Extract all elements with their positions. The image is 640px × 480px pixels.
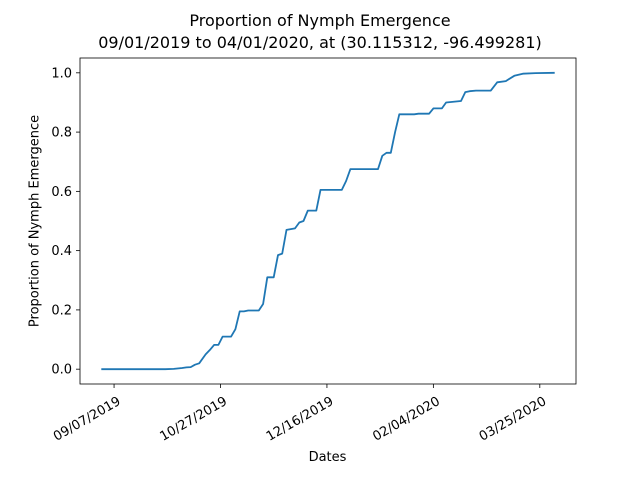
line-layer [101, 71, 555, 371]
x-tick-label: 03/25/2020 [477, 394, 549, 444]
series-line-0 [101, 71, 555, 371]
y-axis-ticks: 0.0 0.2 0.4 0.6 0.8 1.0 [51, 66, 80, 378]
y-tick-label: 0.6 [51, 185, 72, 200]
y-tick-label: 0.4 [51, 244, 72, 259]
x-axis-label: Dates [308, 450, 347, 465]
y-tick-label: 0.8 [51, 126, 72, 141]
y-tick-label: 0.0 [51, 363, 72, 378]
x-tick-label: 02/04/2020 [370, 394, 442, 444]
y-axis-label: Proportion of Nymph Emergence [27, 114, 43, 328]
y-tick-label: 1.0 [51, 66, 72, 81]
plot-frame [79, 57, 577, 385]
chart-subtitle: 09/01/2019 to 04/01/2020, at (30.115312,… [98, 33, 542, 52]
x-axis-ticks: 09/07/2019 10/27/2019 12/16/2019 02/04/2020… [51, 384, 549, 445]
x-tick-label: 12/16/2019 [264, 394, 336, 444]
chart-title: Proportion of Nymph Emergence [189, 11, 451, 30]
x-tick-label: 09/07/2019 [51, 394, 123, 444]
y-tick-label: 0.2 [51, 303, 72, 318]
x-tick-label: 10/27/2019 [157, 394, 229, 444]
